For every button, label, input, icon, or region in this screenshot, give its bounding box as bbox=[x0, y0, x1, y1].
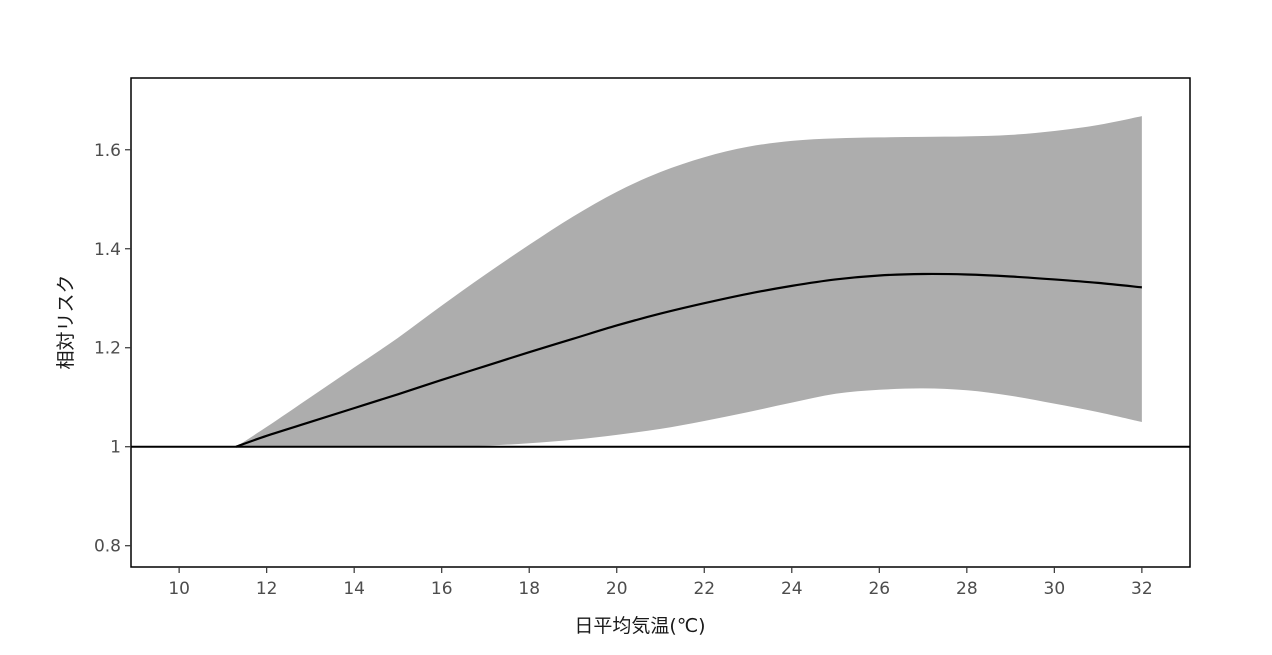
x-axis: 10 12 14 16 18 20 22 24 26 28 30 32 bbox=[168, 567, 1153, 599]
x-tick-label: 30 bbox=[1044, 579, 1066, 599]
relative-risk-line bbox=[235, 272, 1142, 448]
x-tick-label: 14 bbox=[343, 579, 365, 599]
x-tick-label: 28 bbox=[956, 579, 978, 599]
y-axis-title: 相対リスク bbox=[55, 274, 77, 369]
x-tick-label: 26 bbox=[868, 579, 890, 599]
x-tick-label: 20 bbox=[606, 579, 628, 599]
confidence-band-layer bbox=[236, 116, 1142, 447]
x-axis-title: 日平均気温(℃) bbox=[574, 615, 705, 637]
confidence-band bbox=[236, 116, 1142, 447]
x-tick-label: 10 bbox=[168, 579, 190, 599]
plot-panel-border bbox=[130, 77, 1191, 568]
x-tick-label: 12 bbox=[256, 579, 278, 599]
y-tick-label: 1 bbox=[110, 438, 121, 458]
x-tick-label: 22 bbox=[693, 579, 715, 599]
y-tick-label: 1.6 bbox=[94, 141, 121, 161]
x-tick-label: 16 bbox=[431, 579, 453, 599]
x-tick-label: 24 bbox=[781, 579, 803, 599]
x-tick-label: 32 bbox=[1131, 579, 1153, 599]
y-tick-label: 1.4 bbox=[94, 240, 121, 260]
y-tick-label: 1.2 bbox=[94, 339, 121, 359]
line-layer bbox=[235, 272, 1142, 448]
x-tick-label: 18 bbox=[518, 579, 540, 599]
y-axis: 0.8 1 1.2 1.4 1.6 bbox=[94, 141, 131, 557]
y-tick-label: 0.8 bbox=[94, 537, 121, 557]
